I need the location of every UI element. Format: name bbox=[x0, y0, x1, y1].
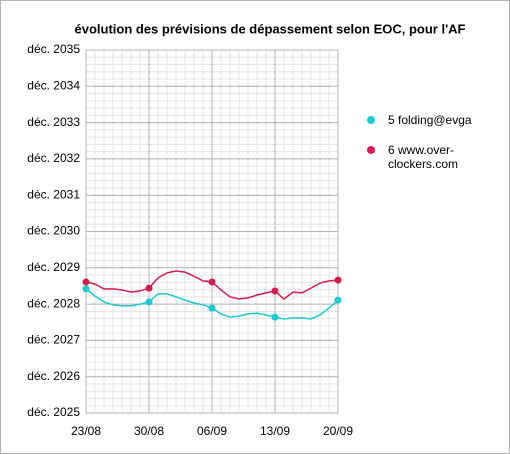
point bbox=[271, 287, 279, 295]
x-tick-label: 13/09 bbox=[260, 424, 290, 438]
legend-marker bbox=[367, 116, 375, 124]
y-tick-label: déc. 2032 bbox=[27, 151, 80, 165]
point bbox=[334, 276, 342, 284]
chart-title: évolution des prévisions de dépassement … bbox=[74, 21, 465, 36]
legend-marker bbox=[367, 146, 375, 154]
x-tick-label: 23/08 bbox=[71, 424, 101, 438]
point bbox=[208, 304, 216, 312]
y-tick-label: déc. 2035 bbox=[27, 42, 80, 56]
point bbox=[145, 284, 153, 292]
point bbox=[208, 278, 216, 286]
y-tick-label: déc. 2033 bbox=[27, 115, 80, 129]
point bbox=[145, 298, 153, 306]
plot bbox=[82, 270, 342, 321]
y-tick-label: déc. 2034 bbox=[27, 78, 80, 92]
legend-label: 6 www.over-clockers.com bbox=[388, 143, 459, 171]
y-tick-label: déc. 2028 bbox=[27, 296, 80, 310]
point bbox=[82, 278, 90, 286]
point bbox=[334, 296, 342, 304]
y-tick-label: déc. 2027 bbox=[27, 333, 80, 347]
plot-frame bbox=[85, 49, 339, 414]
y-tick-label: déc. 2030 bbox=[27, 224, 80, 238]
grid bbox=[85, 49, 339, 414]
x-tick-label: 20/09 bbox=[323, 424, 353, 438]
x-tick-label: 06/09 bbox=[197, 424, 227, 438]
point bbox=[271, 313, 279, 321]
y-tick-label: déc. 2025 bbox=[27, 405, 80, 419]
legend-label: 5 folding@evga bbox=[388, 113, 472, 127]
y-tick-label: déc. 2029 bbox=[27, 260, 80, 274]
point bbox=[82, 285, 90, 293]
x-tick-label: 30/08 bbox=[134, 424, 164, 438]
y-tick-label: déc. 2026 bbox=[27, 369, 80, 383]
y-tick-label: déc. 2031 bbox=[27, 187, 80, 201]
